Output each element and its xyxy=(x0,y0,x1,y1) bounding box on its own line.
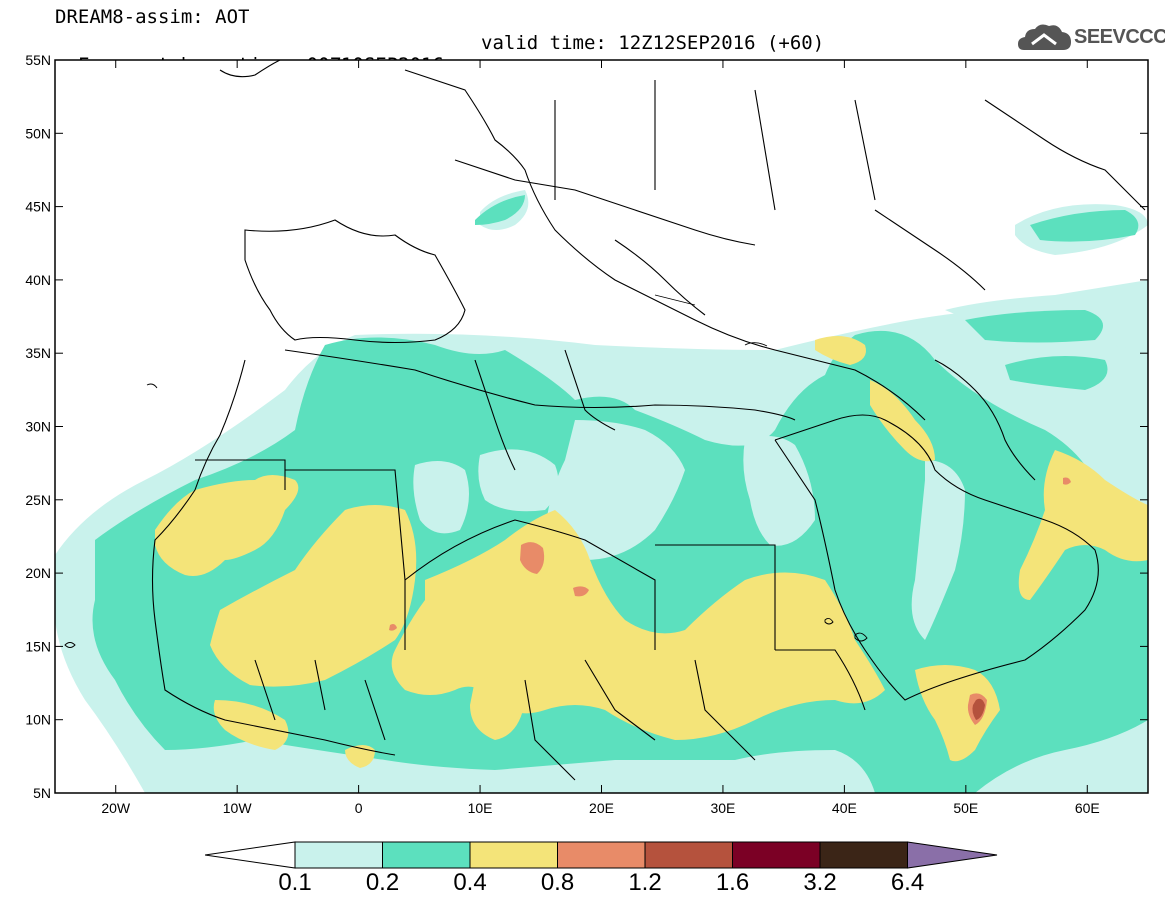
valid-time-label: valid time: 12Z12SEP2016 (+60) xyxy=(481,32,825,54)
aot-map: 20W 10W 0 10E 20E 30E 40E 50E 60E 5N 10N 15N 20N 25N 3… xyxy=(25,52,1149,816)
colorbar-label: 3.2 xyxy=(803,869,837,896)
colorbar-overflow-arrow xyxy=(907,841,998,869)
lon-tick-label: 30E xyxy=(710,800,735,816)
coast-details xyxy=(64,294,868,648)
axis-ticks: 20W 10W 0 10E 20E 30E 40E 50E 60E 5N 10N 15N 20N 25N 3… xyxy=(25,52,1148,816)
lon-tick-label: 50E xyxy=(953,800,978,816)
lat-tick-label: 25N xyxy=(25,492,51,508)
lon-tick-label: 60E xyxy=(1075,800,1100,816)
lat-tick-label: 20N xyxy=(25,565,51,581)
lon-tick-label: 10W xyxy=(223,800,253,816)
lon-tick-label: 20E xyxy=(589,800,614,816)
colorbar-label: 1.2 xyxy=(628,869,662,896)
lon-tick-label: 40E xyxy=(832,800,857,816)
colorbar-bin-3.2-6.4 xyxy=(819,841,908,869)
colorbar-label: 1.6 xyxy=(715,869,750,896)
colorbar-bin-0.4-0.8 xyxy=(469,841,558,869)
lat-tick-label: 35N xyxy=(25,345,51,361)
logo-text: SEEVCCC xyxy=(1074,26,1165,48)
colorbar-label: 0.1 xyxy=(278,869,312,896)
coastlines-borders xyxy=(151,60,1146,781)
colorbar-label: 0.2 xyxy=(365,869,400,896)
aot-band-0.2-0.4 xyxy=(92,195,1148,793)
colorbar-label: 0.4 xyxy=(453,869,487,896)
lat-tick-label: 30N xyxy=(25,419,51,435)
colorbar-bin-1.6-3.2 xyxy=(732,841,821,869)
lat-tick-label: 15N xyxy=(25,638,51,654)
lat-tick-label: 45N xyxy=(25,199,51,215)
lat-tick-label: 55N xyxy=(25,52,51,68)
colorbar-bin-0.8-1.2 xyxy=(557,841,646,869)
lat-tick-label: 40N xyxy=(25,272,51,288)
aot-band-1.2-1.6 xyxy=(972,698,985,720)
colorbar-label: 6.4 xyxy=(890,869,925,896)
lat-tick-label: 50N xyxy=(25,125,51,141)
lat-tick-label: 5N xyxy=(33,785,51,801)
colorbar-bin-0.2-0.4 xyxy=(382,841,471,869)
aot-band-0.4-0.8 xyxy=(155,336,1148,768)
seevccc-logo: SEEVCCC xyxy=(1016,18,1165,62)
lon-tick-label: 0 xyxy=(355,800,363,816)
colorbar-label: 0.8 xyxy=(540,869,575,896)
colorbar-bin-0.1-0.2 xyxy=(294,841,383,869)
map-title: DREAM8-assim: AOT xyxy=(55,6,250,28)
lon-tick-label: 10E xyxy=(468,800,493,816)
lat-tick-label: 10N xyxy=(25,712,51,728)
colorbar xyxy=(205,841,998,869)
cloud-icon xyxy=(1018,24,1071,50)
colorbar-underflow-arrow xyxy=(205,841,296,869)
colorbar-bin-1.2-1.6 xyxy=(644,841,733,869)
lon-tick-label: 20W xyxy=(101,800,131,816)
aot-band-0.1-0.2-patches xyxy=(413,420,965,640)
